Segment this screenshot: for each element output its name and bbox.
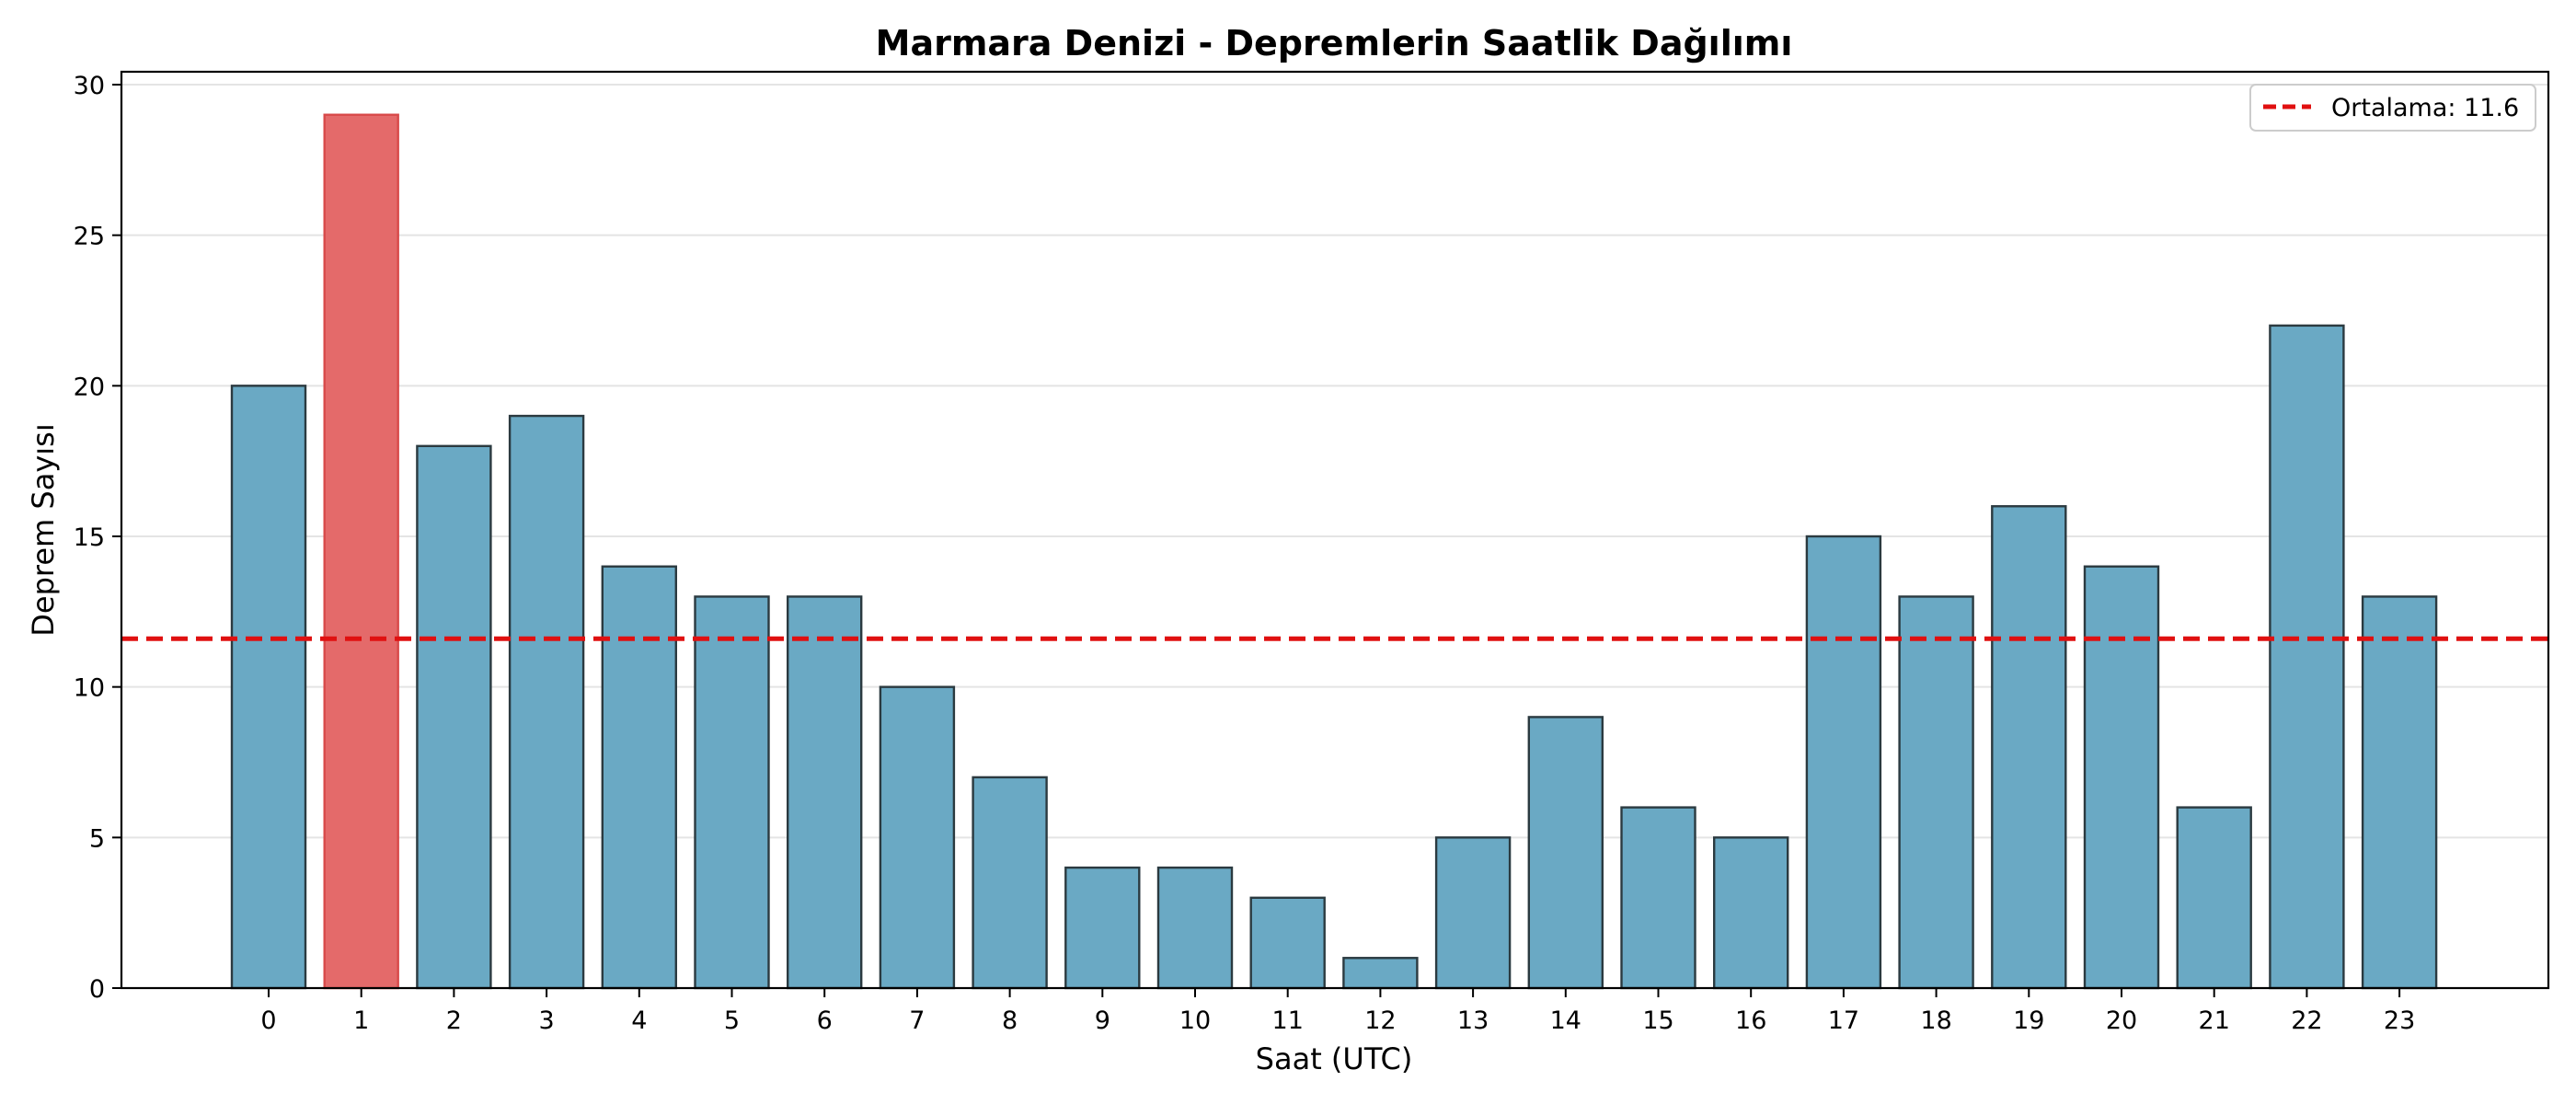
bar-hour-6 — [787, 595, 863, 990]
bar-hour-15 — [1620, 806, 1696, 990]
y-tick-label: 30 — [74, 72, 105, 100]
x-tick-label: 12 — [1364, 1006, 1396, 1035]
x-tick-label: 21 — [2199, 1006, 2230, 1035]
x-tick-label: 5 — [724, 1006, 740, 1035]
x-tick-label: 16 — [1735, 1006, 1766, 1035]
bar-hour-22 — [2269, 324, 2345, 990]
x-tick-label: 15 — [1642, 1006, 1673, 1035]
y-axis-label: Deprem Sayısı — [26, 423, 61, 636]
x-tick-label: 23 — [2384, 1006, 2415, 1035]
legend-label: Ortalama: 11.6 — [2331, 94, 2519, 122]
x-axis-label: Saat (UTC) — [1256, 1041, 1413, 1076]
bar-hour-1 — [323, 113, 399, 990]
x-tick-label: 20 — [2106, 1006, 2137, 1035]
legend-box — [2249, 84, 2536, 132]
bar-hour-10 — [1156, 866, 1234, 990]
bar-hour-8 — [972, 776, 1048, 990]
bar-hour-13 — [1434, 836, 1512, 990]
bar-hour-11 — [1249, 896, 1326, 990]
x-tick-label: 7 — [909, 1006, 925, 1035]
y-tick-label: 0 — [89, 975, 105, 1004]
bar-hour-3 — [508, 414, 585, 990]
chart-title: Marmara Denizi - Depremlerin Saatlik Dağ… — [876, 23, 1793, 63]
y-tick-label: 10 — [74, 674, 105, 703]
bar-hour-17 — [1805, 535, 1882, 990]
x-tick-label: 10 — [1179, 1006, 1211, 1035]
x-tick-label: 4 — [631, 1006, 647, 1035]
x-tick-label: 1 — [353, 1006, 369, 1035]
x-tick-label: 6 — [817, 1006, 833, 1035]
bar-hour-20 — [2083, 565, 2160, 990]
x-tick-label: 18 — [1920, 1006, 1951, 1035]
x-tick-label: 22 — [2291, 1006, 2322, 1035]
bar-hour-0 — [230, 385, 307, 990]
bar-hour-4 — [601, 565, 677, 990]
bar-hour-14 — [1527, 716, 1604, 990]
y-tick-label: 15 — [74, 523, 105, 552]
bar-hour-5 — [694, 595, 770, 990]
y-tick-label: 20 — [74, 373, 105, 401]
plot-frame — [120, 70, 2550, 990]
x-tick-label: 17 — [1828, 1006, 1859, 1035]
x-tick-label: 19 — [2013, 1006, 2044, 1035]
x-tick-label: 13 — [1457, 1006, 1489, 1035]
bar-hour-2 — [416, 444, 492, 990]
bars-group — [230, 113, 2438, 990]
bar-hour-16 — [1712, 836, 1789, 990]
x-tick-label: 0 — [260, 1006, 276, 1035]
bar-hour-21 — [2176, 806, 2252, 990]
y-tick-label: 5 — [89, 824, 105, 853]
x-axis: 0 1 2 3 4 5 6 7 8 9 10 11 12 13 14 15 16 17 18 19 20 21 22 23 — [260, 988, 2415, 1035]
bar-hour-7 — [879, 685, 956, 990]
y-tick-label: 25 — [74, 223, 105, 251]
bar-hour-12 — [1342, 957, 1419, 990]
bar-hour-19 — [1991, 505, 2067, 990]
x-tick-label: 3 — [539, 1006, 555, 1035]
legend: Ortalama: 11.6 — [2249, 84, 2536, 132]
x-tick-label: 8 — [1002, 1006, 1018, 1035]
bar-hour-18 — [1898, 595, 1974, 990]
bar-hour-23 — [2361, 595, 2438, 990]
y-axis: 0 5 10 15 20 25 30 — [74, 72, 121, 1004]
x-tick-label: 2 — [446, 1006, 462, 1035]
x-tick-label: 9 — [1095, 1006, 1110, 1035]
x-tick-label: 14 — [1550, 1006, 1581, 1035]
x-tick-label: 11 — [1272, 1006, 1304, 1035]
bar-hour-9 — [1064, 866, 1141, 990]
